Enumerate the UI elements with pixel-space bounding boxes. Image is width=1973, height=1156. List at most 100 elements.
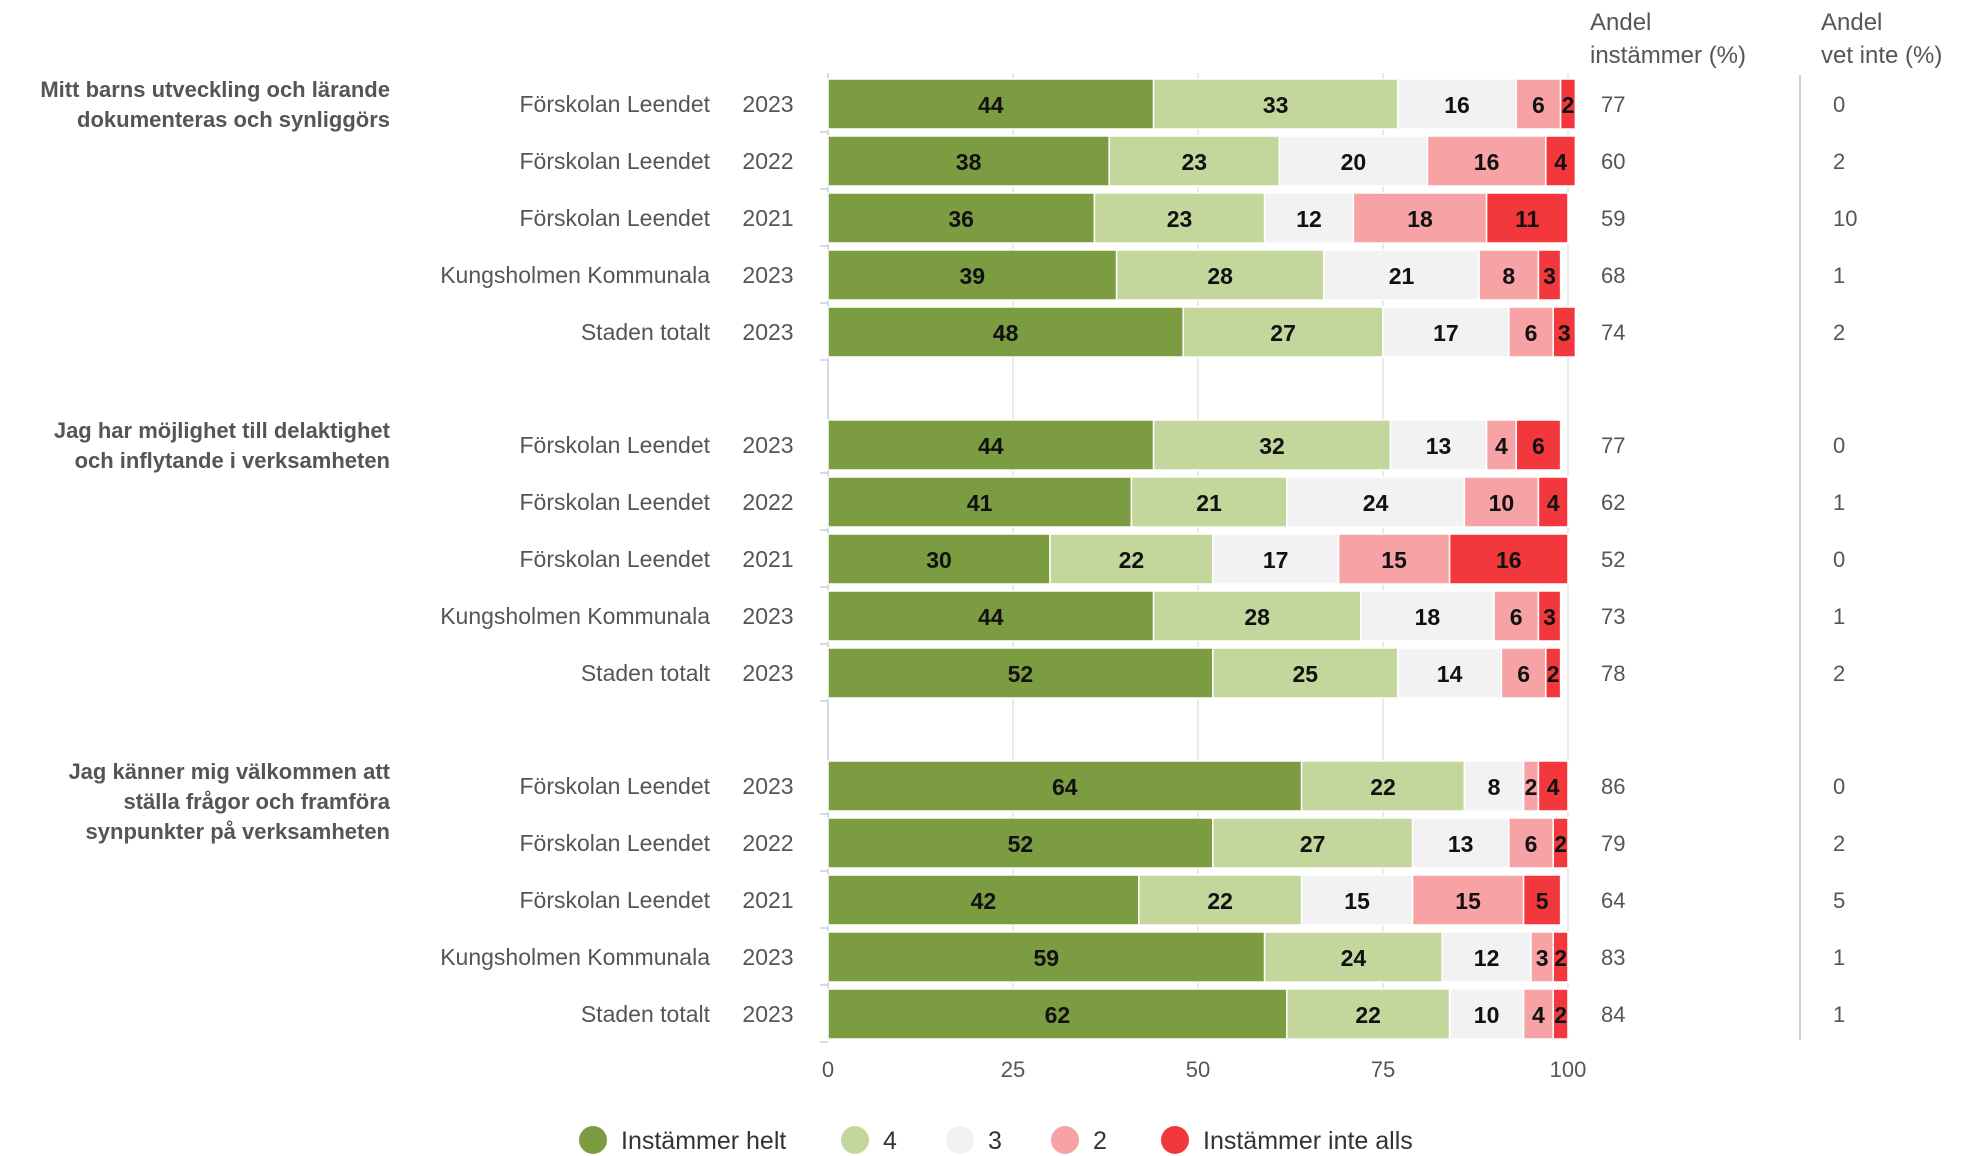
bar-segment (1397, 647, 1503, 699)
bar-value-label: 6 (1532, 92, 1545, 118)
bar-segment (827, 306, 1184, 358)
bar-segment (1411, 874, 1525, 926)
agree-value: 84 (1601, 1002, 1625, 1027)
row-year: 2021 (742, 205, 793, 231)
bar-segment (1463, 760, 1525, 812)
agree-value: 73 (1601, 604, 1625, 629)
legend-label: Instämmer inte alls (1203, 1127, 1413, 1155)
question-label: Mitt barns utveckling och lärande (40, 77, 390, 102)
legend-label: 4 (883, 1127, 897, 1155)
row-label: Förskolan Leendet (519, 830, 710, 856)
agree-value: 79 (1601, 831, 1625, 856)
bar-value-label: 22 (1207, 888, 1233, 914)
bar-segment (1382, 306, 1510, 358)
agree-value: 68 (1601, 263, 1625, 288)
row-label: Staden totalt (581, 660, 711, 686)
row-year: 2023 (742, 603, 793, 629)
row-label: Förskolan Leendet (519, 489, 710, 515)
bar-value-label: 20 (1341, 149, 1367, 175)
agree-value: 59 (1601, 206, 1625, 231)
bar-value-label: 13 (1426, 433, 1452, 459)
agree-value: 77 (1601, 433, 1625, 458)
bar-segment (827, 988, 1288, 1040)
bar-value-label: 3 (1543, 604, 1556, 630)
bar-segment (1300, 874, 1414, 926)
bar-segment (827, 590, 1155, 642)
bar-value-label: 15 (1455, 888, 1481, 914)
dontknow-value: 1 (1833, 945, 1845, 970)
bar-segment (1278, 135, 1429, 187)
bar-value-label: 39 (960, 263, 986, 289)
bar-segment (827, 192, 1096, 244)
bar-segment (1212, 533, 1340, 585)
bar-segment (827, 419, 1155, 471)
bar-value-label: 10 (1474, 1002, 1500, 1028)
dontknow-value: 0 (1833, 433, 1845, 458)
bar-segment (1152, 419, 1392, 471)
bar-value-label: 3 (1558, 320, 1571, 346)
bar-value-label: 64 (1052, 774, 1078, 800)
agree-value: 78 (1601, 661, 1625, 686)
agree-value: 83 (1601, 945, 1625, 970)
question-label: synpunkter på verksamheten (86, 819, 390, 844)
dontknow-value: 2 (1833, 320, 1845, 345)
row-year: 2023 (742, 91, 793, 117)
bar-segment (827, 249, 1118, 301)
bar-value-label: 12 (1296, 206, 1322, 232)
bar-segment (1522, 874, 1562, 926)
agree-value: 86 (1601, 774, 1625, 799)
row-year: 2022 (742, 830, 793, 856)
bar-segment (1352, 192, 1488, 244)
bar-segment (1537, 760, 1569, 812)
bar-value-label: 6 (1510, 604, 1523, 630)
bar-value-label: 52 (1008, 661, 1034, 687)
bar-value-label: 6 (1525, 320, 1538, 346)
bar-value-label: 32 (1259, 433, 1285, 459)
bar-segment (1138, 874, 1303, 926)
bar-value-label: 5 (1536, 888, 1549, 914)
bar-value-label: 41 (967, 490, 993, 516)
bar-value-label: 38 (956, 149, 982, 175)
row-year: 2023 (742, 432, 793, 458)
bar-segment (1212, 817, 1414, 869)
bar-value-label: 16 (1444, 92, 1470, 118)
agree-value: 52 (1601, 547, 1625, 572)
dontknow-value: 1 (1833, 263, 1845, 288)
row-year: 2022 (742, 489, 793, 515)
bar-value-label: 62 (1045, 1002, 1071, 1028)
row-label: Förskolan Leendet (519, 546, 710, 572)
legend-marker (1051, 1126, 1079, 1154)
bar-value-label: 42 (971, 888, 997, 914)
bar-value-label: 4 (1495, 433, 1508, 459)
bar-segment (1559, 78, 1577, 130)
dontknow-column-header: vet inte (%) (1821, 42, 1942, 69)
bar-value-label: 27 (1270, 320, 1296, 346)
bar-segment (1300, 760, 1466, 812)
legend-label: Instämmer helt (621, 1127, 786, 1155)
question-label: ställa frågor och framföra (123, 789, 390, 814)
dontknow-value: 10 (1833, 206, 1857, 231)
bar-value-label: 18 (1415, 604, 1441, 630)
bar-segment (1212, 647, 1399, 699)
bar-segment (1115, 249, 1325, 301)
row-label: Staden totalt (581, 319, 711, 345)
bar-segment (1552, 306, 1577, 358)
bar-value-label: 17 (1263, 547, 1289, 573)
row-year: 2023 (742, 1001, 793, 1027)
bar-value-label: 16 (1474, 149, 1500, 175)
bar-segment (827, 931, 1266, 983)
bar-value-label: 4 (1532, 1002, 1545, 1028)
row-label: Förskolan Leendet (519, 773, 710, 799)
bar-value-label: 2 (1554, 831, 1567, 857)
question-label: Jag har möjlighet till delaktighet (54, 418, 391, 443)
row-label: Staden totalt (581, 1001, 711, 1027)
bar-segment (1500, 647, 1547, 699)
row-year: 2023 (742, 319, 793, 345)
bar-value-label: 22 (1355, 1002, 1381, 1028)
row-year: 2023 (742, 773, 793, 799)
bar-value-label: 3 (1543, 263, 1556, 289)
bar-segment (827, 760, 1303, 812)
bar-segment (827, 78, 1155, 130)
bar-value-label: 21 (1389, 263, 1415, 289)
